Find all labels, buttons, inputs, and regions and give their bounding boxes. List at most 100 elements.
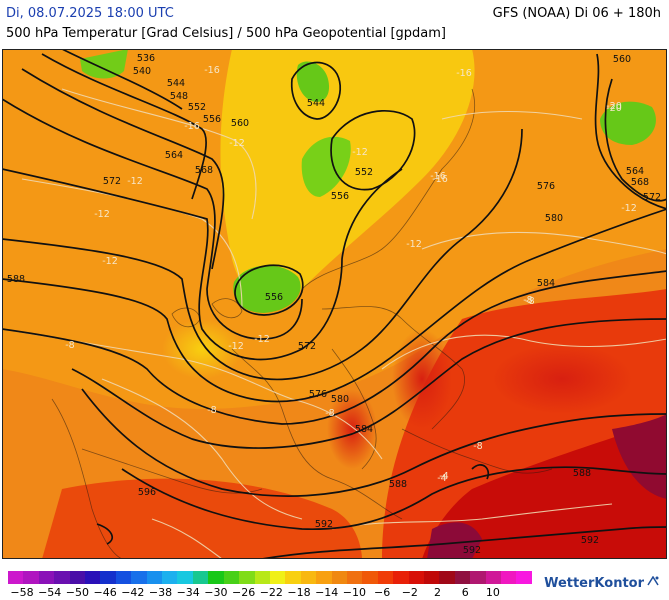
scale-tick-label: −18	[287, 586, 311, 599]
contour-label: 588	[573, 468, 591, 479]
color-swatch	[85, 571, 101, 584]
color-swatch	[239, 571, 255, 584]
color-swatch	[162, 571, 178, 584]
temp-label: -16	[184, 121, 200, 132]
temp-field-maroon-south	[427, 522, 482, 559]
contour-label: 568	[631, 177, 649, 188]
contour-label: 584	[537, 278, 555, 289]
scale-tick-label: −46	[93, 586, 117, 599]
contour-label: 592	[315, 519, 333, 530]
temp-label: -20	[606, 101, 622, 112]
contour-label: 552	[188, 102, 206, 113]
scale-tick-label: 6	[461, 586, 469, 599]
temp-label: -12	[228, 341, 244, 352]
heat-blob-italy	[327, 389, 377, 469]
temp-label: -8	[473, 441, 482, 452]
color-scale-bar	[8, 571, 532, 584]
contour-label: 552	[355, 167, 373, 178]
color-swatch	[38, 571, 55, 584]
scale-tick-label: 2	[434, 586, 441, 599]
heat-blob-east	[492, 344, 632, 414]
color-swatch	[408, 571, 424, 584]
heat-blob-balkan	[392, 329, 452, 429]
color-swatch	[300, 571, 317, 584]
color-swatch	[470, 571, 486, 584]
contour-label: 580	[331, 394, 349, 405]
temp-label: -12	[94, 209, 110, 220]
contour-label: 556	[265, 292, 283, 303]
temp-label: -12	[352, 147, 368, 158]
brand-logo[interactable]: WetterKontor	[544, 576, 659, 591]
contour-label: 556	[331, 191, 349, 202]
scale-tick-label: −14	[315, 586, 339, 599]
scale-tick-label: −2	[401, 586, 418, 599]
contour-label: 548	[170, 91, 188, 102]
cold-core-scandinavia	[301, 136, 351, 197]
contour-label: 540	[133, 66, 151, 77]
temp-label: -8	[325, 408, 334, 419]
color-swatch	[131, 571, 147, 584]
contour-label: 580	[545, 213, 563, 224]
contour-label: 572	[643, 192, 661, 203]
temp-label: -12	[406, 239, 422, 250]
color-swatch	[100, 571, 116, 584]
color-swatch	[485, 571, 501, 584]
contour-label: 536	[137, 53, 155, 64]
forecast-date: Di, 08.07.2025 18:00 UTC	[6, 6, 174, 21]
contour-label: 576	[309, 389, 327, 400]
temp-field-maroon	[612, 414, 667, 499]
scale-tick-label: −38	[148, 586, 173, 599]
temp-label: -12	[102, 256, 118, 267]
contour-label: 592	[581, 535, 599, 546]
temp-label: -16	[430, 171, 446, 182]
contour-label: 588	[389, 479, 407, 490]
temp-label: -12	[254, 334, 270, 345]
color-swatch	[54, 571, 70, 584]
temp-label: -4	[439, 471, 448, 482]
contour-label: 596	[138, 487, 156, 498]
temp-label: -20	[606, 103, 622, 114]
temp-label: -8	[65, 340, 74, 351]
temp-label: -8	[207, 405, 216, 416]
temp-label: -12	[127, 176, 143, 187]
temp-label: -12	[621, 203, 637, 214]
cold-core-east	[600, 101, 656, 145]
temp-label: -8	[525, 296, 534, 307]
weather-map[interactable]: 536 540 544 548 552 556 560 564 568 572 …	[2, 49, 667, 559]
temp-field-yellow	[220, 49, 475, 304]
model-run: GFS (NOAA) Di 06 + 180h	[492, 6, 661, 21]
temp-field-dark-red	[422, 419, 667, 559]
color-swatch	[316, 571, 332, 584]
color-swatch	[377, 571, 394, 584]
color-swatch	[331, 571, 347, 584]
temperature-labels: -16 -16 -12 -12 -12 -12 -20 -12 -16 -12 …	[65, 65, 637, 484]
contour-label: 588	[7, 274, 25, 285]
map-frame	[2, 49, 667, 559]
scale-tick-label: −6	[373, 586, 391, 599]
scale-tick-label: −50	[65, 586, 89, 599]
color-swatch	[346, 571, 363, 584]
contour-label: 564	[165, 150, 183, 161]
color-swatch	[516, 571, 532, 584]
color-swatch	[439, 571, 455, 584]
scale-tick-label: −54	[38, 586, 62, 599]
cold-core-northwest	[80, 49, 128, 79]
color-swatch	[192, 571, 209, 584]
cold-core-low	[233, 265, 301, 313]
color-swatch	[69, 571, 86, 584]
brand-mark-icon	[647, 576, 659, 586]
temp-field-red-south	[42, 478, 362, 559]
color-swatch	[223, 571, 240, 584]
temp-label: -4	[437, 473, 446, 484]
color-swatch	[393, 571, 409, 584]
scale-tick-label: −10	[342, 586, 366, 599]
contour-labels: 536 540 544 548 552 556 560 564 568 572 …	[7, 53, 661, 556]
scale-tick-label: −26	[231, 586, 256, 599]
color-swatch	[285, 571, 301, 584]
coastlines	[51, 88, 553, 559]
color-swatch	[115, 571, 132, 584]
contour-label: 544	[307, 98, 325, 109]
color-swatch	[501, 571, 517, 584]
geopotential-contours	[2, 49, 667, 559]
temp-label: -8	[523, 295, 532, 306]
